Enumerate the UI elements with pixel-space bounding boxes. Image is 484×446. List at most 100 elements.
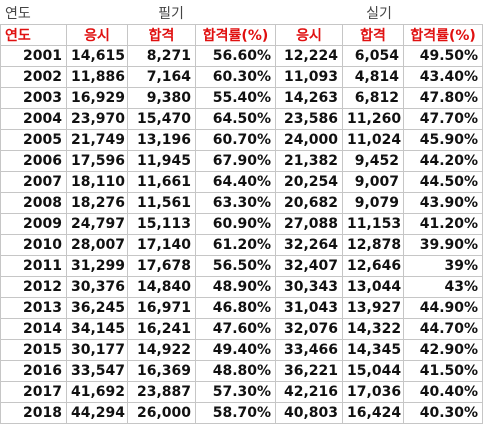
- data-cell: 60.70%: [194, 129, 277, 151]
- data-cell: 39%: [403, 255, 484, 277]
- data-cell: 9,007: [342, 171, 405, 193]
- data-row: 2014 34,145 16,241 47.60% 32,076 14,322 44.70%: [0, 318, 484, 340]
- practical-group-cell: 실기: [275, 0, 484, 25]
- data-cell: 11,093: [275, 66, 344, 88]
- data-row: 2011 31,299 17,678 56.50% 32,407 12,646 39%: [0, 255, 484, 277]
- data-cell: 30,376: [66, 276, 128, 298]
- data-row: 2006 17,596 11,945 67.90% 21,382 9,452 44.20%: [0, 150, 484, 172]
- data-cell: 15,470: [127, 108, 196, 130]
- data-cell: 60.90%: [194, 213, 277, 235]
- data-cell: 31,043: [275, 297, 344, 319]
- data-cell: 56.60%: [194, 45, 277, 67]
- data-row: 2015 30,177 14,922 49.40% 33,466 14,345 42.90%: [0, 339, 484, 361]
- data-cell: 9,380: [127, 87, 196, 109]
- data-cell: 17,036: [342, 381, 405, 403]
- data-cell: 2006: [0, 150, 67, 172]
- data-cell: 15,044: [342, 360, 405, 382]
- data-row: 2018 44,294 26,000 58.70% 40,803 16,424 40.30%: [0, 402, 484, 424]
- data-row: 2008 18,276 11,561 63.30% 20,682 9,079 43.90%: [0, 192, 484, 214]
- data-cell: 13,196: [127, 129, 196, 151]
- column-header-cell: 연도: [0, 24, 67, 46]
- data-cell: 64.50%: [194, 108, 277, 130]
- data-cell: 40,803: [275, 402, 344, 424]
- data-row: 2007 18,110 11,661 64.40% 20,254 9,007 44.50%: [0, 171, 484, 193]
- data-cell: 44.90%: [403, 297, 484, 319]
- column-header-cell: 합격률(%): [194, 24, 277, 46]
- data-cell: 33,547: [66, 360, 128, 382]
- data-cell: 60.30%: [194, 66, 277, 88]
- data-cell: 2016: [0, 360, 67, 382]
- data-cell: 31,299: [66, 255, 128, 277]
- data-cell: 17,678: [127, 255, 196, 277]
- data-cell: 41.20%: [403, 213, 484, 235]
- data-cell: 20,254: [275, 171, 344, 193]
- data-cell: 11,561: [127, 192, 196, 214]
- data-cell: 42.90%: [403, 339, 484, 361]
- column-header-cell: 응시: [66, 24, 128, 46]
- data-cell: 11,260: [342, 108, 405, 130]
- data-cell: 27,088: [275, 213, 344, 235]
- data-cell: 41.50%: [403, 360, 484, 382]
- data-cell: 63.30%: [194, 192, 277, 214]
- year-group-cell: 연도: [0, 0, 67, 25]
- data-cell: 44.20%: [403, 150, 484, 172]
- data-cell: 34,145: [66, 318, 128, 340]
- data-cell: 20,682: [275, 192, 344, 214]
- data-cell: 16,369: [127, 360, 196, 382]
- data-cell: 14,263: [275, 87, 344, 109]
- data-row: 2001 14,615 8,271 56.60% 12,224 6,054 49.50%: [0, 45, 484, 67]
- data-cell: 48.90%: [194, 276, 277, 298]
- data-cell: 32,407: [275, 255, 344, 277]
- data-cell: 49.40%: [194, 339, 277, 361]
- data-cell: 15,113: [127, 213, 196, 235]
- data-cell: 49.50%: [403, 45, 484, 67]
- data-cell: 39.90%: [403, 234, 484, 256]
- data-cell: 2013: [0, 297, 67, 319]
- data-cell: 21,382: [275, 150, 344, 172]
- data-cell: 12,878: [342, 234, 405, 256]
- data-cell: 30,343: [275, 276, 344, 298]
- data-cell: 14,615: [66, 45, 128, 67]
- data-cell: 36,245: [66, 297, 128, 319]
- data-cell: 2010: [0, 234, 67, 256]
- data-cell: 2004: [0, 108, 67, 130]
- data-cell: 44.70%: [403, 318, 484, 340]
- data-row: 2017 41,692 23,887 57.30% 42,216 17,036 40.40%: [0, 381, 484, 403]
- data-cell: 11,661: [127, 171, 196, 193]
- data-row: 2010 28,007 17,140 61.20% 32,264 12,878 39.90%: [0, 234, 484, 256]
- data-cell: 7,164: [127, 66, 196, 88]
- data-cell: 18,110: [66, 171, 128, 193]
- data-cell: 24,797: [66, 213, 128, 235]
- spreadsheet-table: 연도 필기 실기 연도 응시 합격 합격률(%) 응시 합격 합격률(%) 2001 14,6…: [0, 0, 484, 424]
- column-header-cell: 합격: [342, 24, 405, 46]
- data-cell: 36,221: [275, 360, 344, 382]
- data-cell: 14,840: [127, 276, 196, 298]
- data-cell: 4,814: [342, 66, 405, 88]
- data-cell: 44,294: [66, 402, 128, 424]
- data-cell: 24,000: [275, 129, 344, 151]
- column-header-cell: 합격: [127, 24, 196, 46]
- written-group-cell: 필기: [65, 0, 277, 25]
- data-cell: 2018: [0, 402, 67, 424]
- group-header-row: 연도 필기 실기: [0, 0, 484, 25]
- data-cell: 16,241: [127, 318, 196, 340]
- data-cell: 67.90%: [194, 150, 277, 172]
- data-cell: 14,345: [342, 339, 405, 361]
- data-row: 2013 36,245 16,971 46.80% 31,043 13,927 44.90%: [0, 297, 484, 319]
- data-cell: 43.90%: [403, 192, 484, 214]
- data-cell: 2011: [0, 255, 67, 277]
- data-cell: 2005: [0, 129, 67, 151]
- data-row: 2005 21,749 13,196 60.70% 24,000 11,024 45.90%: [0, 129, 484, 151]
- data-cell: 40.30%: [403, 402, 484, 424]
- data-cell: 11,153: [342, 213, 405, 235]
- data-cell: 55.40%: [194, 87, 277, 109]
- data-cell: 9,079: [342, 192, 405, 214]
- data-cell: 2017: [0, 381, 67, 403]
- data-cell: 12,646: [342, 255, 405, 277]
- data-cell: 16,971: [127, 297, 196, 319]
- data-cell: 11,024: [342, 129, 405, 151]
- data-cell: 2003: [0, 87, 67, 109]
- data-row: 2004 23,970 15,470 64.50% 23,586 11,260 47.70%: [0, 108, 484, 130]
- data-cell: 26,000: [127, 402, 196, 424]
